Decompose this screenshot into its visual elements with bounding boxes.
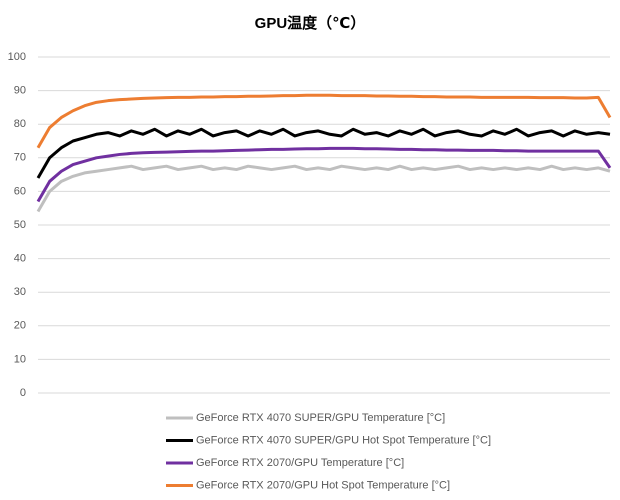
series-line [36,127,611,179]
y-tick-label: 40 [14,253,26,265]
y-tick-label: 50 [14,219,26,231]
y-tick-label: 60 [14,185,26,197]
legend-label: GeForce RTX 2070/GPU Temperature [°C] [196,457,404,469]
legend-label: GeForce RTX 4070 SUPER/GPU Temperature [… [196,412,445,424]
legend-label: GeForce RTX 4070 SUPER/GPU Hot Spot Temp… [196,434,491,446]
legend-label: GeForce RTX 2070/GPU Hot Spot Temperatur… [196,479,450,491]
y-tick-label: 10 [14,353,26,365]
y-tick-label: 30 [14,286,26,298]
y-tick-label: 90 [14,85,26,97]
series-line [36,93,612,149]
y-tick-label: 80 [14,118,26,130]
chart-title: GPU温度（℃） [255,14,366,32]
y-tick-label: 20 [14,320,26,332]
y-tick-label: 0 [20,387,26,399]
y-tick-label: 70 [14,152,26,164]
series-line [36,146,612,203]
series-line [36,164,611,213]
y-tick-label: 100 [8,51,26,63]
